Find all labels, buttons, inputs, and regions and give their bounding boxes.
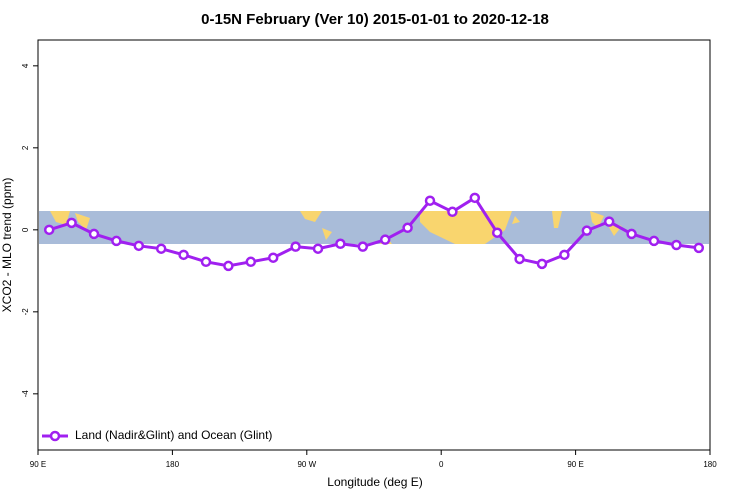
chart-title: 0-15N February (Ver 10) 2015-01-01 to 20… [201, 11, 549, 28]
point [43, 224, 55, 236]
point [267, 252, 279, 263]
y-tick-label: 2 [21, 145, 30, 150]
x-tick-label: 90 E [30, 460, 46, 469]
point [245, 256, 257, 268]
point [200, 256, 212, 268]
legend-marker [49, 430, 61, 442]
x-tick-label: 180 [703, 460, 717, 469]
point [335, 238, 346, 250]
point [469, 192, 481, 204]
point [223, 260, 234, 272]
point [424, 195, 436, 206]
x-axis-label: Longitude (deg E) [327, 475, 422, 489]
point [66, 217, 77, 229]
point [693, 242, 705, 254]
y-tick-label: 4 [21, 63, 30, 68]
point [155, 243, 167, 254]
x-tick-label: 180 [166, 460, 180, 469]
y-tick-label: 0 [21, 227, 30, 232]
x-tick-label: 0 [439, 460, 444, 469]
y-tick-label: -2 [21, 308, 30, 316]
point [447, 206, 458, 218]
legend-label: Land (Nadir&Glint) and Ocean (Glint) [75, 428, 272, 442]
point [379, 234, 391, 245]
point [111, 235, 122, 247]
point [603, 216, 615, 227]
point [671, 239, 682, 251]
point [402, 222, 413, 234]
x-tick-label: 90 E [567, 460, 583, 469]
point [491, 227, 503, 238]
point [290, 241, 301, 252]
point [178, 249, 189, 261]
point [581, 225, 593, 236]
point [648, 235, 660, 247]
point [514, 253, 525, 265]
plot-frame [37, 39, 711, 451]
point [312, 243, 324, 254]
y-tick-label: -4 [21, 390, 30, 398]
point [536, 258, 548, 270]
point [626, 228, 637, 240]
map-strip [39, 211, 709, 244]
point [357, 241, 369, 252]
y-axis-label: XCO2 - MLO trend (ppm) [0, 178, 14, 313]
x-tick-label: 90 W [297, 460, 316, 469]
point [88, 228, 100, 240]
point [133, 240, 145, 252]
point [559, 249, 570, 261]
